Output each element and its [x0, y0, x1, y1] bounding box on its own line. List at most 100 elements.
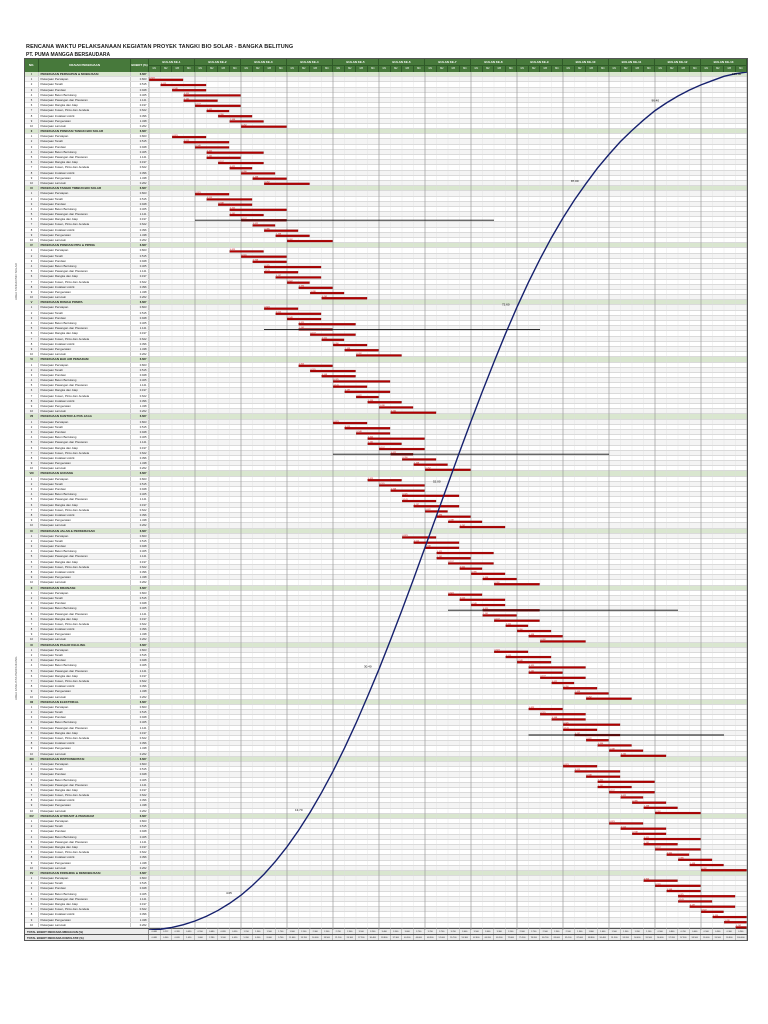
row-no: 2 [25, 653, 39, 658]
totals-cell: 59.300 [460, 934, 471, 940]
header-week: M4 [368, 65, 379, 72]
row-no: 2 [25, 824, 39, 829]
bobot-value: 0.823 [131, 647, 149, 652]
header-week: M2 [667, 65, 678, 72]
row-no: 4 [25, 321, 39, 326]
totals-cell: 1.300 [621, 928, 632, 934]
timeline-cell [149, 337, 747, 341]
timeline-cell [149, 456, 747, 460]
activity-name: Pekerjaan Instalasi Listrik [39, 455, 131, 461]
activity-name: Pekerjaan Persiapan [39, 533, 131, 538]
timeline-cell [149, 311, 747, 315]
activity-name: Pekerjaan Pondasi [39, 258, 131, 263]
bobot-value: 0.622 [131, 564, 149, 569]
row-no: 9 [25, 404, 39, 409]
activity-name: PEKERJAAN PONDASI TANGKI BIO SOLAR [39, 129, 131, 134]
row-no: 5 [25, 668, 39, 673]
header-week: M3 [540, 65, 552, 72]
header-week: M3 [632, 65, 644, 72]
row-no: 10 [25, 409, 39, 414]
row-no: 7 [25, 678, 39, 684]
row-no: 4 [25, 834, 39, 839]
totals-cell: 0.700 [678, 928, 690, 934]
activity-name: PEKERJAAN HYDRANT & PEMADAM [39, 813, 131, 818]
activity-name: Pekerjaan Lain-lain [39, 295, 131, 300]
timeline-cell [149, 627, 747, 631]
activity-name: Pekerjaan Pasangan dan Plesteran [39, 782, 131, 787]
header-week: M1 [563, 65, 575, 72]
header-week: M3 [448, 65, 460, 72]
row-no: 4 [25, 92, 39, 97]
bobot-value: 0.262 [131, 238, 149, 243]
header-week: M4 [230, 65, 241, 72]
totals-cell: 33.800 [379, 934, 391, 940]
bobot-value: 0.622 [131, 108, 149, 113]
timeline-cell [149, 207, 747, 211]
bobot-value: 1.438 [131, 917, 149, 922]
bobot-value: 0.948 [131, 829, 149, 834]
timeline-cell [149, 902, 747, 906]
totals-weekly-row: TOTAL BOBOT RENCANA MINGGUAN (%) 0.088 0.2… [25, 927, 747, 934]
timeline-cell [149, 798, 747, 802]
bobot-value: 1.438 [131, 632, 149, 637]
bobot-value: 0.948 [131, 487, 149, 492]
totals-cell: 3.600 [460, 928, 471, 934]
timeline-cell [149, 124, 747, 128]
row-no: 6 [25, 160, 39, 165]
totals-cell: 1.150 [241, 928, 253, 934]
bobot-value: 1.438 [131, 518, 149, 523]
activity-name: Pekerjaan Tanah [39, 139, 131, 144]
header-week: M2 [161, 65, 172, 72]
header-week: M2 [713, 65, 724, 72]
row-no: 6 [25, 559, 39, 564]
totals-cell: 2.300 [310, 928, 322, 934]
header-week: M3 [310, 65, 322, 72]
totals-cell: 0.088 [149, 928, 161, 934]
activity-name: Pekerjaan Rangka dan Atap [39, 616, 131, 621]
activity-name: Pekerjaan Pasangan dan Plesteran [39, 497, 131, 502]
row-no: 1 [25, 819, 39, 824]
header-week: M2 [529, 65, 540, 72]
activity-name: Pekerjaan Pengecatan [39, 461, 131, 466]
activity-name: Pekerjaan Pondasi [39, 658, 131, 663]
row-no: 1 [25, 362, 39, 367]
activity-name: Pekerjaan Persiapan [39, 77, 131, 82]
row-no: X [25, 585, 39, 590]
totals-label: TOTAL BOBOT RENCANA KOMULATIF (%) [25, 934, 149, 940]
activity-name: Pekerjaan Beton Bertulang [39, 149, 131, 154]
timeline-cell [149, 342, 747, 346]
activity-name: Pekerjaan Instalasi Listrik [39, 284, 131, 289]
row-no: I [25, 72, 39, 77]
activity-name: Pekerjaan Rangka dan Atap [39, 331, 131, 336]
row-no: 10 [25, 808, 39, 813]
timeline-cell [149, 88, 747, 92]
bobot-value: 0.396 [131, 227, 149, 232]
row-no: 8 [25, 284, 39, 289]
bobot-value: 1.141 [131, 782, 149, 787]
row-no: 5 [25, 440, 39, 445]
row-no: 1 [25, 248, 39, 253]
header-week: M3 [218, 65, 230, 72]
bobot-value: 0.948 [131, 658, 149, 663]
activity-name: Pekerjaan Lain-lain [39, 922, 131, 927]
totals-cell: 0.300 [724, 928, 736, 934]
totals-cell: 55.700 [448, 934, 460, 940]
row-no: 4 [25, 891, 39, 896]
activity-name: Pekerjaan Persiapan [39, 476, 131, 481]
header-col-bobot: BOBOT (%) [131, 59, 149, 72]
row-no: 10 [25, 238, 39, 243]
timeline-cell [149, 72, 747, 76]
totals-cell: 3.200 [368, 928, 379, 934]
totals-cell: 2.100 [563, 928, 575, 934]
timeline-cell [149, 134, 747, 138]
row-no: 7 [25, 793, 39, 798]
bobot-value: 1.438 [131, 803, 149, 808]
totals-cell: 0.212 [161, 928, 172, 934]
bobot-value: 0.262 [131, 922, 149, 927]
header-month: BULAN KE-1 [149, 59, 195, 66]
header-week: M4 [184, 65, 195, 72]
bobot-value: 0.197 [131, 217, 149, 222]
activity-name: Pekerjaan Rangka dan Atap [39, 217, 131, 222]
activity-name: Pekerjaan Lain-lain [39, 466, 131, 471]
bobot-value: 0.622 [131, 336, 149, 341]
